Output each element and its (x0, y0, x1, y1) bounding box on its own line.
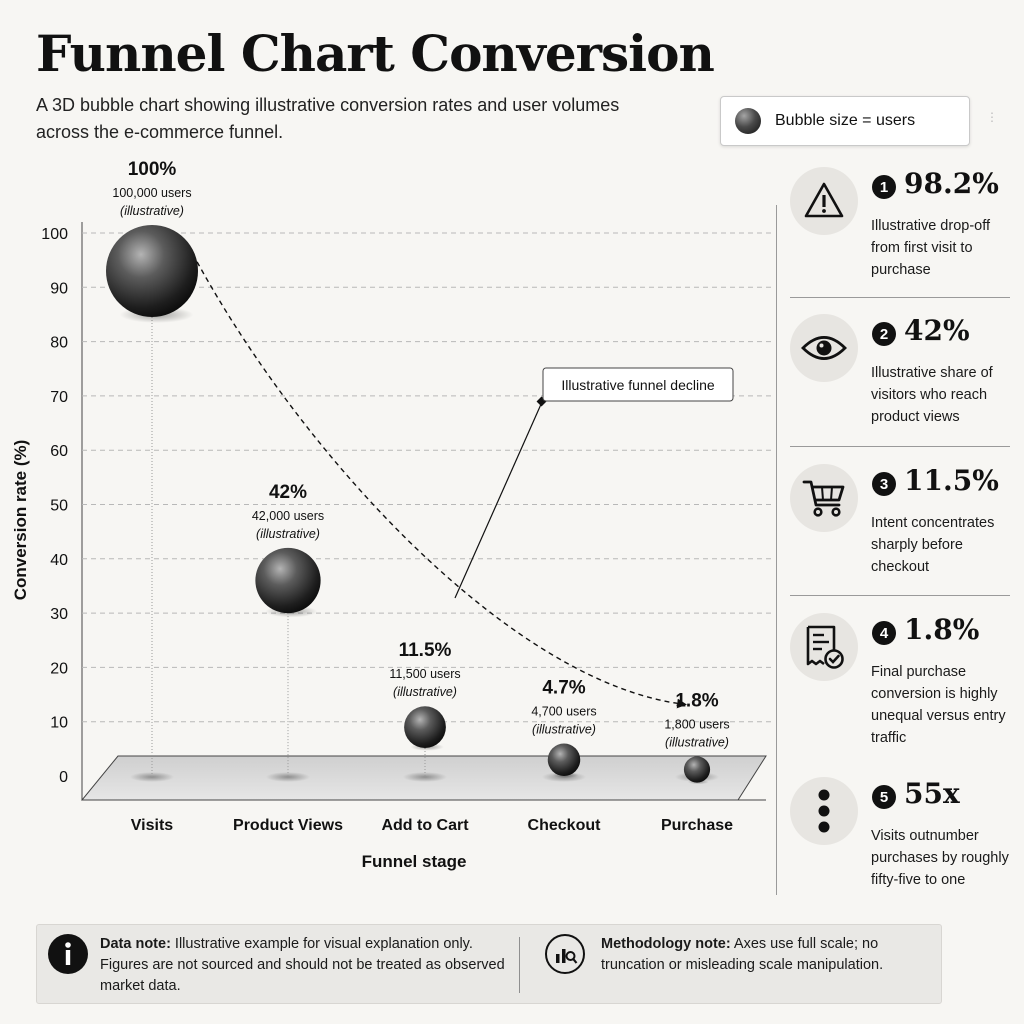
y-tick-label: 90 (50, 280, 68, 297)
stat-description: Visits outnumber purchases by roughly fi… (871, 828, 1009, 888)
bubble-rate-label: 100% (128, 159, 177, 180)
bubble-legend-icon (735, 108, 761, 134)
legend-mark: ⋮ (986, 110, 998, 124)
bubble-rate-label: 1.8% (675, 690, 718, 711)
bubble-shadow (403, 772, 447, 782)
stat-value: 1.8% (904, 613, 980, 646)
y-tick-label: 60 (50, 443, 68, 460)
bubble-qualifier-label: (illustrative) (665, 735, 729, 749)
bubble (106, 225, 198, 318)
stat-value: 55x (904, 777, 960, 810)
bubble-users-label: 100,000 users (112, 186, 191, 200)
bubble-rate-label: 11.5% (399, 640, 452, 661)
y-tick-label: 20 (50, 660, 68, 677)
x-tick-label: Checkout (528, 817, 602, 834)
info-icon (48, 934, 88, 974)
stats-divider (776, 205, 777, 895)
bubble-qualifier-label: (illustrative) (120, 204, 184, 218)
bubble (255, 547, 321, 614)
funnel-decline-curve (196, 261, 687, 709)
page-subtitle: A 3D bubble chart showing illustrative c… (36, 95, 620, 142)
stat-divider (790, 595, 1010, 596)
stat-description: Illustrative share of visitors who reach… (871, 365, 993, 425)
stat-number: 5 (872, 785, 896, 809)
bubble-rate-label: 42% (269, 482, 307, 503)
y-tick-label: 70 (50, 389, 68, 406)
legend-label: Bubble size = users (775, 112, 916, 129)
bubble (404, 706, 446, 749)
y-tick-label: 40 (50, 552, 68, 569)
bubble-qualifier-label: (illustrative) (256, 527, 320, 541)
bubble-qualifier-label: (illustrative) (532, 722, 596, 736)
stat-value: 42% (904, 314, 970, 347)
bubble-rate-label: 4.7% (542, 677, 585, 698)
annotation-label: Illustrative funnel decline (561, 377, 715, 393)
stat-value: 98.2% (904, 167, 999, 200)
notes-panel: Data note: Illustrative example for visu… (36, 924, 942, 1004)
stat-number: 2 (872, 322, 896, 346)
stat-number: 3 (872, 472, 896, 496)
stat-divider (790, 446, 1010, 447)
notes-divider (519, 937, 520, 993)
methodology-note-text: Axes use full scale; no truncation or mi… (601, 936, 884, 973)
page-title: Funnel Chart Conversion (36, 24, 715, 83)
y-tick-label: 100 (41, 226, 68, 243)
stat-number: 1 (872, 175, 896, 199)
y-tick-label: 80 (50, 335, 68, 352)
bubble-chart: 0 10 20 30 40 50 60 70 80 90 100 Illustrative funn… (11, 159, 775, 871)
y-tick-label: 50 (50, 498, 68, 515)
x-tick-label: Purchase (661, 817, 733, 834)
bubble-qualifier-label: (illustrative) (393, 685, 457, 699)
bubble-shadow (266, 772, 310, 782)
bubble-users-label: 11,500 users (389, 667, 460, 681)
receipt-icon (790, 613, 858, 681)
methodology-note-label: Methodology note: (601, 936, 731, 952)
bubble (547, 743, 581, 776)
data-note-text: Illustrative example for visual explanat… (100, 936, 505, 994)
annotation-box (542, 367, 734, 402)
y-tick-label: 30 (50, 606, 68, 623)
stat-description: Illustrative drop-off from first visit t… (871, 218, 991, 278)
methodology-note: Methodology note: Axes use full scale; n… (601, 934, 901, 976)
bubble-users-label: 42,000 users (252, 509, 324, 523)
data-note-label: Data note: (100, 936, 171, 952)
x-axis-label: Funnel stage (362, 852, 467, 871)
analytics-icon (545, 934, 585, 974)
y-axis-label: Conversion rate (%) (11, 440, 30, 601)
x-tick-label: Product Views (233, 817, 343, 834)
stat-divider (790, 297, 1010, 298)
annotation-leader-line (454, 401, 543, 599)
bubble (683, 756, 711, 783)
x-tick-label: Add to Cart (381, 817, 469, 834)
x-tick-label: Visits (131, 817, 174, 834)
data-note: Data note: Illustrative example for visu… (100, 934, 510, 997)
bubble-size-legend: Bubble size = users (720, 96, 970, 146)
more-vertical-icon (790, 777, 858, 845)
stat-value: 11.5% (904, 464, 999, 497)
bubble-users-label: 1,800 users (664, 717, 729, 731)
eye-icon (790, 314, 858, 382)
cart-icon (790, 464, 858, 532)
y-tick-label: 0 (59, 769, 68, 786)
y-tick-label: 10 (50, 715, 68, 732)
warning-icon (790, 167, 858, 235)
bubble-users-label: 4,700 users (531, 704, 596, 718)
stat-description: Intent concentrates sharply before check… (871, 515, 995, 575)
stat-description: Final purchase conversion is highly uneq… (871, 664, 1006, 746)
stat-number: 4 (872, 621, 896, 645)
